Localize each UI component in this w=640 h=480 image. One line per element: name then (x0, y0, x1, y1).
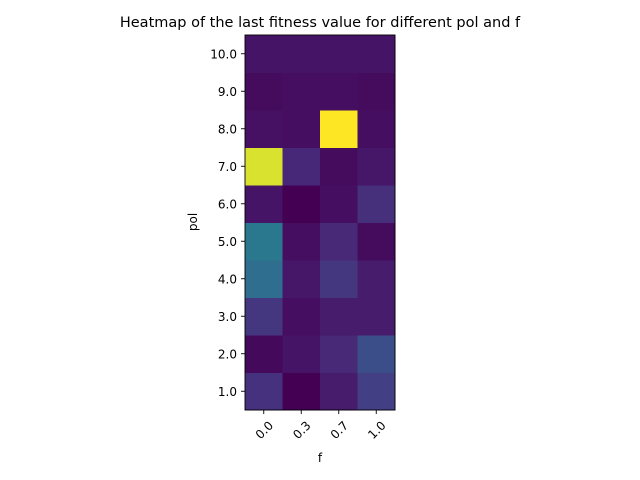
plot-frame (244, 34, 396, 411)
y-tick-label: 2.0 (218, 347, 237, 361)
heatmap-cell (357, 260, 396, 298)
heatmap-cell (282, 335, 321, 373)
heatmap-cell (245, 222, 283, 261)
heatmap-cell (245, 147, 283, 186)
heatmap-cell (282, 147, 321, 186)
heatmap-cell (320, 35, 358, 73)
heatmap-cell (320, 185, 358, 223)
y-tick-label: 5.0 (218, 235, 237, 249)
heatmap-cell (320, 260, 358, 298)
x-tick-label: 1.0 (365, 418, 388, 441)
y-tick-label: 9.0 (218, 85, 237, 99)
heatmap-cell (320, 147, 358, 186)
heatmap-cell (245, 110, 283, 148)
x-tick-label: 0.7 (328, 418, 351, 441)
heatmap-cell (282, 110, 321, 148)
y-axis-label: pol (186, 213, 200, 231)
heatmap-cell (357, 35, 396, 73)
y-tick-label: 6.0 (218, 197, 237, 211)
heatmap-cell (245, 72, 283, 111)
heatmap-cell (282, 185, 321, 223)
heatmap-cell (357, 147, 396, 186)
y-axis: 1.0 2.0 3.0 4.0 5.0 6.0 7.0 8.0 9.0 10.0 (210, 47, 245, 399)
x-axis: 0.0 0.3 0.7 1.0 (253, 410, 389, 442)
heatmap-cell (320, 72, 358, 111)
y-tick-label: 10.0 (210, 47, 237, 61)
heatmap-cell (245, 185, 283, 223)
heatmap-cells (245, 35, 396, 411)
y-tick-label: 8.0 (218, 122, 237, 136)
heatmap-cell (245, 335, 283, 373)
heatmap-cell (282, 297, 321, 336)
heatmap-cell (245, 35, 283, 73)
x-tick-label: 0.3 (290, 418, 313, 441)
heatmap-cell (245, 372, 283, 411)
heatmap-cell (320, 372, 358, 411)
heatmap-cell (282, 35, 321, 73)
x-axis-label: f (318, 451, 323, 465)
y-tick-label: 4.0 (218, 272, 237, 286)
y-tick-label: 7.0 (218, 160, 237, 174)
heatmap-cell (357, 297, 396, 336)
heatmap-cell (282, 222, 321, 261)
heatmap-cell (320, 110, 358, 148)
x-tick-label: 0.0 (253, 418, 276, 441)
heatmap-cell (357, 335, 396, 373)
heatmap-cell (245, 297, 283, 336)
y-tick-label: 1.0 (218, 385, 237, 399)
heatmap-cell (320, 297, 358, 336)
heatmap-cell (245, 260, 283, 298)
heatmap-cell (282, 260, 321, 298)
heatmap-cell (282, 72, 321, 111)
chart-title: Heatmap of the last fitness value for di… (120, 15, 521, 31)
heatmap-cell (357, 222, 396, 261)
heatmap-cell (357, 372, 396, 411)
heatmap-cell (357, 72, 396, 111)
heatmap-cell (320, 222, 358, 261)
heatmap-cell (357, 110, 396, 148)
heatmap-cell (282, 372, 321, 411)
heatmap-cell (357, 185, 396, 223)
y-tick-label: 3.0 (218, 310, 237, 324)
heatmap-cell (320, 335, 358, 373)
